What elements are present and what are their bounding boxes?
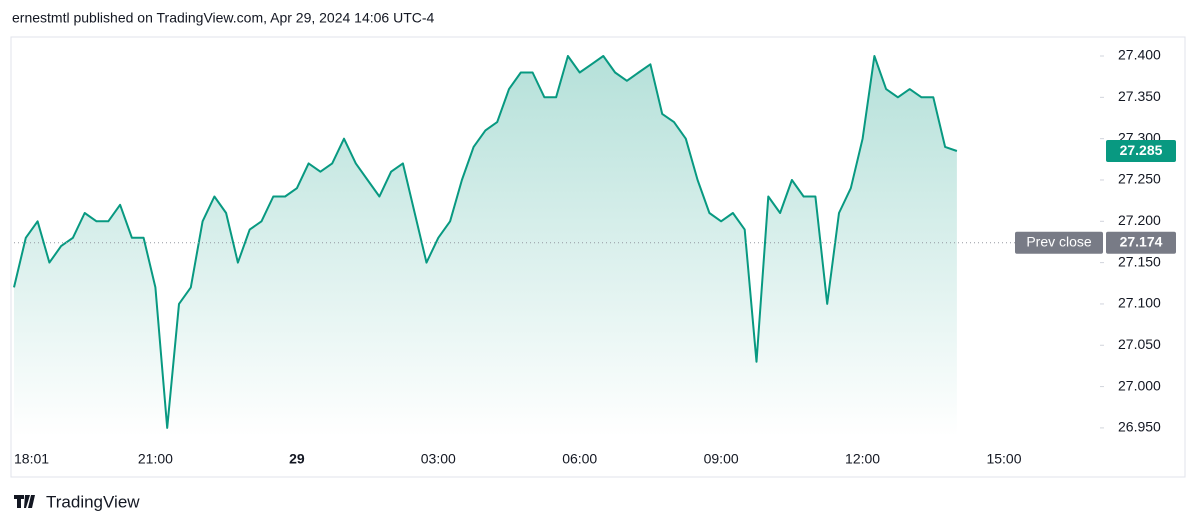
y-tick-label: 27.000	[1118, 377, 1161, 393]
prev-close-value: 27.174	[1120, 233, 1163, 249]
y-tick-label: 27.200	[1118, 212, 1161, 228]
x-tick-label: 12:00	[845, 451, 880, 467]
prev-close-tag	[1015, 231, 1103, 254]
prev-close-label: Prev close	[1026, 233, 1092, 249]
header: ernestmtl published on TradingView.com, …	[12, 10, 435, 26]
y-tick-label: 26.950	[1118, 419, 1161, 435]
x-tick-label: 18:01	[14, 451, 49, 467]
x-tick-label: 21:00	[138, 451, 173, 467]
x-tick-label: 06:00	[562, 451, 597, 467]
logo	[14, 495, 35, 508]
x-tick-label: 09:00	[704, 451, 739, 467]
frame	[10, 36, 1186, 478]
footer: TradingView	[46, 492, 140, 511]
x-tick-label: 03:00	[421, 451, 456, 467]
y-tick-label: 27.400	[1118, 47, 1161, 63]
last-price-tag	[1106, 140, 1176, 163]
y-tick-label: 27.350	[1118, 88, 1161, 104]
y-tick-label: 27.100	[1118, 295, 1161, 311]
y-tick-label: 27.150	[1118, 253, 1161, 269]
last-price: 27.285	[1120, 142, 1163, 158]
x-tick-label: 29	[289, 451, 305, 467]
area	[14, 56, 957, 437]
y-tick-label: 27.250	[1118, 171, 1161, 187]
x-tick-label: 15:00	[986, 451, 1021, 467]
y-tick-label: 27.050	[1118, 336, 1161, 352]
line	[13, 55, 958, 429]
prev-close-value-tag	[1106, 231, 1176, 254]
